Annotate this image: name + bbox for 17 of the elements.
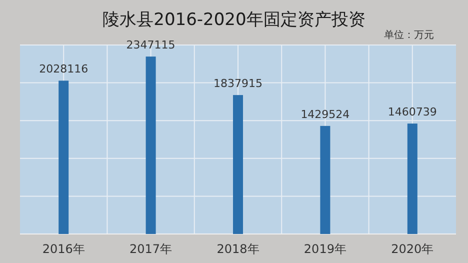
data-label: 2028116 bbox=[39, 62, 88, 76]
text: 单位：万元 bbox=[384, 29, 434, 41]
chart-title: 陵水县2016-2020年固定资产投资 bbox=[102, 10, 366, 30]
x-tick-label: 2017年 bbox=[130, 242, 172, 256]
bar bbox=[320, 126, 330, 234]
data-label: 2347115 bbox=[126, 38, 176, 52]
bar bbox=[58, 80, 69, 234]
data-label: 1429524 bbox=[300, 108, 350, 121]
bar bbox=[233, 95, 243, 234]
bar bbox=[146, 56, 156, 234]
x-tick-label: 2020年 bbox=[391, 242, 434, 256]
x-tick-label: 2018年 bbox=[216, 242, 260, 256]
x-tick-label: 2019年 bbox=[304, 242, 346, 256]
bar bbox=[407, 124, 418, 234]
data-label: 1460739 bbox=[388, 106, 437, 119]
x-tick-label: 2016年 bbox=[42, 242, 85, 256]
data-label: 1837915 bbox=[214, 77, 262, 90]
